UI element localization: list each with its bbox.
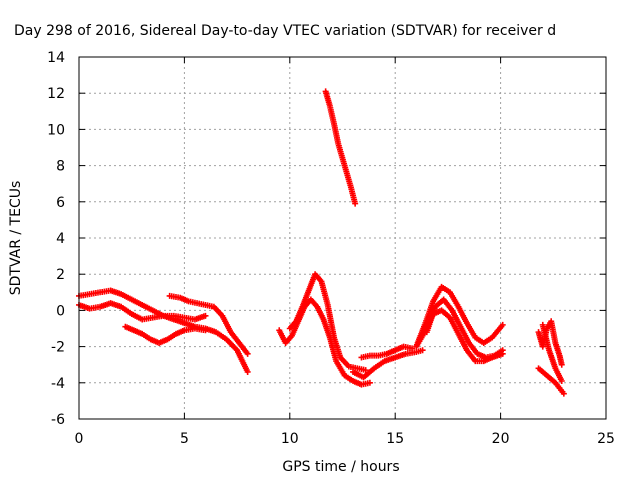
data-point: [409, 345, 416, 352]
x-axis-label: GPS time / hours: [282, 459, 399, 475]
y-tick-label: 0: [56, 303, 65, 319]
axis-ticks: 0 5 10 15 20 25 -6 -4 -2 0 2 4 6 8 10 12 14: [47, 50, 615, 447]
y-tick-label: 14: [47, 50, 65, 66]
y-tick-label: 4: [56, 231, 65, 247]
data-point: [244, 350, 251, 357]
y-tick-label: 2: [56, 267, 65, 283]
data-point: [362, 367, 369, 374]
y-tick-label: -6: [51, 412, 65, 428]
y-tick-label: 10: [47, 122, 65, 138]
data-point: [419, 347, 426, 354]
x-tick-label: 25: [597, 431, 615, 447]
y-tick-label: 12: [47, 86, 65, 102]
x-tick-label: 5: [180, 431, 189, 447]
y-tick-label: 6: [56, 195, 65, 211]
data-point: [202, 327, 209, 334]
plot-frame: [78, 56, 607, 420]
y-tick-label: -2: [51, 340, 65, 356]
chart-title: Day 298 of 2016, Sidereal Day-to-day VTE…: [14, 23, 556, 39]
grid: [79, 57, 606, 419]
data-point: [244, 368, 251, 375]
data-point: [558, 361, 565, 368]
data-point: [202, 312, 209, 319]
data-point: [558, 377, 565, 384]
x-tick-label: 0: [75, 431, 84, 447]
y-axis-label: SDTVAR / TECUs: [8, 181, 24, 296]
data-point: [560, 390, 567, 397]
y-tick-label: -4: [51, 376, 65, 392]
x-tick-label: 20: [492, 431, 510, 447]
data-point: [499, 321, 506, 328]
y-tick-label: 8: [56, 159, 65, 175]
x-tick-label: 15: [386, 431, 404, 447]
data-point: [352, 200, 359, 207]
x-tick-label: 10: [281, 431, 299, 447]
data-point: [366, 379, 373, 386]
data-point: [499, 347, 506, 354]
data-points: [76, 88, 567, 397]
